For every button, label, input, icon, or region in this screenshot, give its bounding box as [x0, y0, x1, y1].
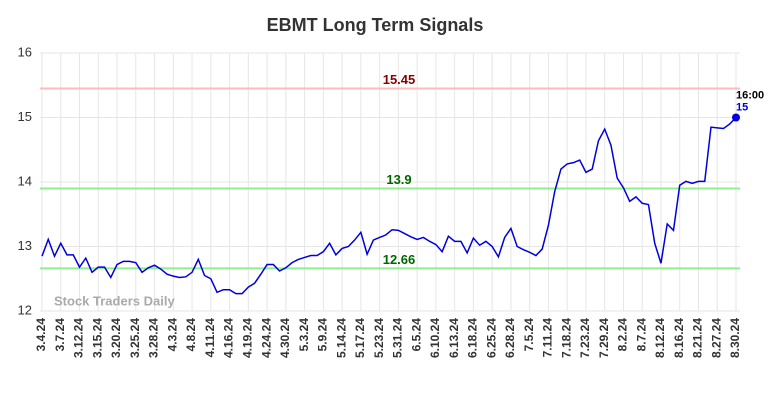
x-tick-label: 3.15.24	[90, 318, 104, 358]
x-tick-label: 8.27.24	[709, 318, 723, 358]
y-tick-label: 12	[18, 302, 32, 317]
last-time: 16:00	[736, 89, 764, 101]
x-tick-label: 8.12.24	[653, 318, 667, 358]
x-tick-label: 5.31.24	[391, 318, 405, 358]
x-tick-label: 4.8.24	[184, 318, 198, 352]
y-tick-label: 15	[18, 109, 32, 124]
x-tick-label: 6.5.24	[409, 318, 423, 352]
x-tick-label: 6.10.24	[428, 318, 442, 358]
x-tick-label: 4.24.24	[259, 318, 273, 358]
x-tick-label: 3.4.24	[34, 318, 48, 352]
chart-title: EBMT Long Term Signals	[267, 15, 484, 35]
x-tick-label: 7.29.24	[597, 318, 611, 358]
watermark: Stock Traders Daily	[54, 293, 175, 308]
x-tick-label: 3.12.24	[72, 318, 86, 358]
x-tick-label: 4.16.24	[222, 318, 236, 358]
x-tick-label: 8.21.24	[691, 318, 705, 358]
x-tick-label: 4.30.24	[278, 318, 292, 358]
last-point	[732, 113, 740, 122]
x-tick-label: 6.18.24	[466, 318, 480, 358]
x-tick-label: 6.28.24	[503, 318, 517, 358]
x-tick-label: 7.5.24	[522, 318, 536, 352]
x-tick-label: 7.11.24	[541, 318, 555, 358]
x-tick-label: 5.3.24	[297, 318, 311, 352]
x-tick-label: 8.2.24	[616, 318, 630, 352]
x-tick-label: 3.20.24	[109, 318, 123, 358]
x-tick-label: 3.25.24	[128, 318, 142, 358]
x-tick-label: 3.7.24	[53, 318, 67, 352]
signal-label: 12.66	[383, 252, 416, 267]
x-tick-label: 3.28.24	[147, 318, 161, 358]
signal-label: 13.9	[386, 172, 411, 187]
x-tick-label: 7.18.24	[559, 318, 573, 358]
y-tick-label: 13	[18, 238, 32, 253]
x-tick-label: 5.14.24	[334, 318, 348, 358]
x-tick-label: 4.11.24	[203, 318, 217, 358]
y-tick-label: 14	[18, 173, 32, 188]
x-tick-label: 8.7.24	[634, 318, 648, 352]
x-tick-label: 5.17.24	[353, 318, 367, 358]
signal-label: 15.45	[383, 72, 416, 87]
x-tick-label: 5.23.24	[372, 318, 386, 358]
x-tick-label: 5.9.24	[316, 318, 330, 352]
last-value: 15	[736, 101, 748, 113]
x-tick-label: 6.13.24	[447, 318, 461, 358]
x-tick-label: 8.30.24	[728, 318, 742, 358]
x-tick-label: 4.3.24	[165, 318, 179, 352]
price-line	[41, 116, 737, 295]
x-tick-label: 8.16.24	[672, 318, 686, 358]
x-tick-label: 4.19.24	[240, 318, 254, 358]
x-tick-label: 6.25.24	[484, 318, 498, 358]
x-tick-label: 7.23.24	[578, 318, 592, 358]
y-tick-label: 16	[18, 44, 32, 59]
